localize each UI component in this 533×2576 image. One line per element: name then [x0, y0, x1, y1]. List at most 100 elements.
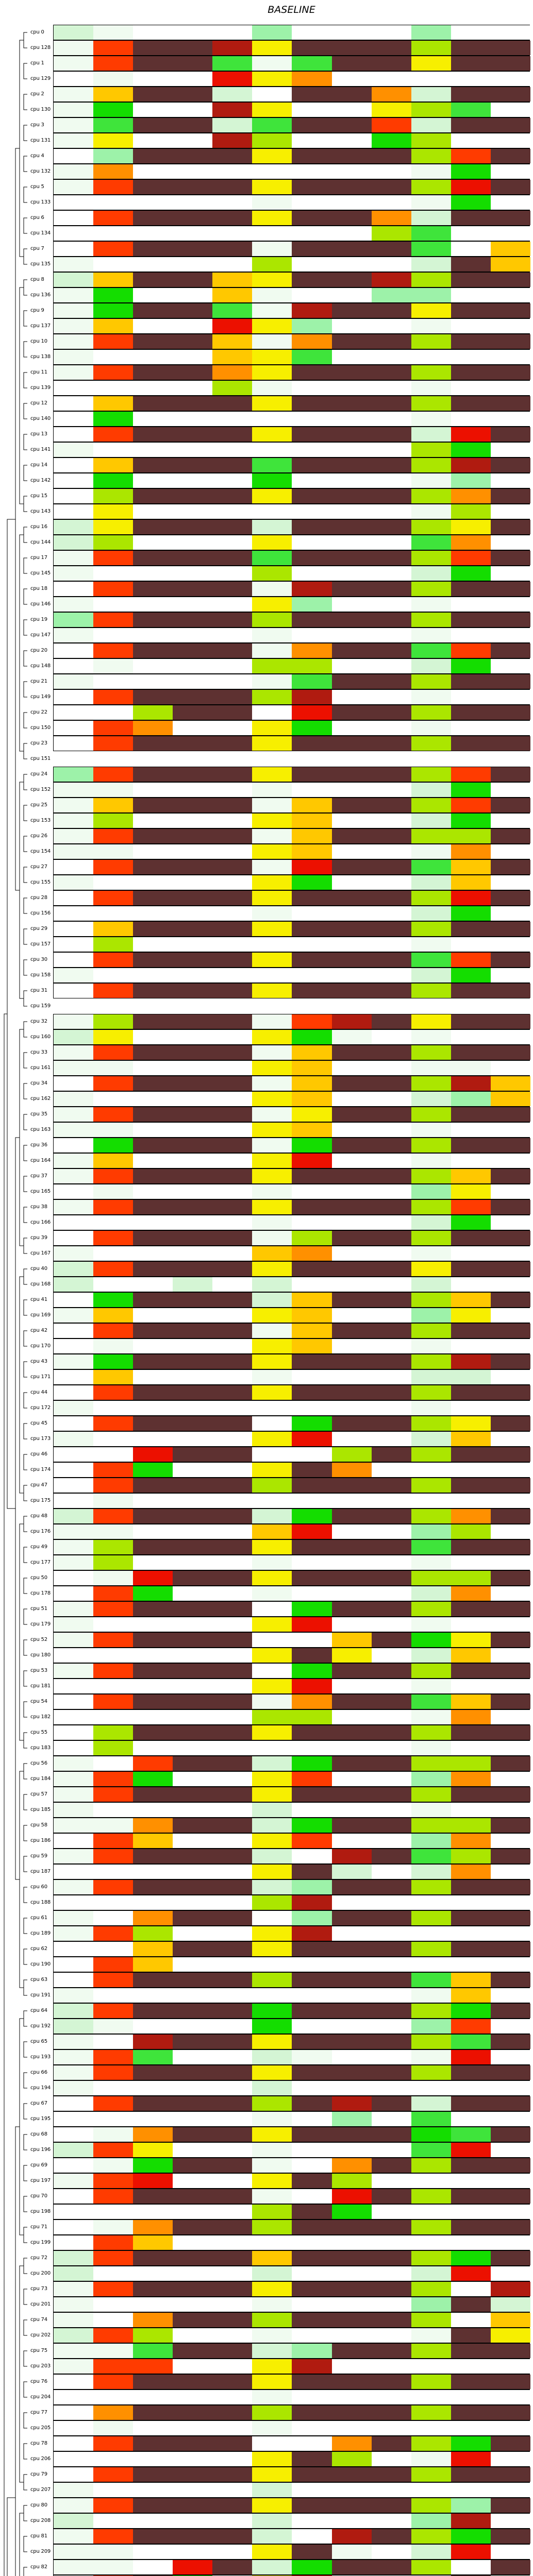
row-label: cpu 162: [30, 1096, 51, 1101]
heatmap-row: [53, 1617, 530, 1632]
heatmap-cell: [173, 211, 213, 225]
heatmap-row: [53, 1570, 530, 1586]
heatmap-cell: [133, 1076, 173, 1091]
heatmap-cell: [54, 582, 94, 596]
row-label: cpu 38: [30, 1204, 47, 1210]
heatmap-cell: [331, 1571, 372, 1585]
heatmap-cell: [93, 1045, 134, 1060]
heatmap-cell: [93, 211, 134, 225]
heatmap-cell: [411, 1169, 451, 1183]
heatmap-cell: [331, 1648, 372, 1663]
heatmap-cell: [252, 1524, 292, 1539]
heatmap-cell: [173, 643, 213, 658]
heatmap-cell: [371, 25, 411, 40]
heatmap-cell: [133, 1169, 173, 1183]
heatmap-cell: [331, 365, 372, 380]
heatmap-cell: [93, 953, 134, 967]
heatmap-cell: [292, 1895, 332, 1910]
heatmap-cell: [133, 922, 173, 936]
heatmap-cell: [133, 381, 173, 395]
heatmap-cell: [331, 2158, 372, 2173]
heatmap-cell: [54, 690, 94, 704]
row-label: cpu 128: [30, 45, 51, 50]
heatmap-cell: [212, 242, 253, 256]
heatmap-cell: [292, 1401, 332, 1415]
heatmap-cell: [451, 303, 491, 318]
heatmap-cell: [54, 2004, 94, 2018]
heatmap-cell: [292, 1123, 332, 1137]
heatmap-cell: [371, 1694, 411, 1709]
heatmap-cell: [411, 674, 451, 689]
heatmap-row: [53, 1663, 530, 1679]
heatmap-cell: [54, 643, 94, 658]
heatmap-cell: [173, 1973, 213, 1987]
heatmap-cell: [93, 2220, 134, 2234]
heatmap-cell: [451, 798, 491, 812]
heatmap-cell: [371, 133, 411, 148]
heatmap-cell: [292, 443, 332, 457]
heatmap-cell: [173, 25, 213, 40]
heatmap-cell: [411, 25, 451, 40]
heatmap-row: [53, 318, 530, 334]
heatmap-cell: [212, 1293, 253, 1307]
heatmap-row: [53, 2343, 530, 2359]
heatmap-cell: [212, 1076, 253, 1091]
heatmap-cell: [451, 1725, 491, 1740]
heatmap-cell: [252, 1200, 292, 1214]
row-label: cpu 41: [30, 1297, 47, 1302]
heatmap-cell: [93, 242, 134, 256]
heatmap-cell: [252, 1030, 292, 1044]
heatmap-row: [53, 1802, 530, 1818]
heatmap-cell: [331, 2529, 372, 2544]
heatmap-cell: [331, 350, 372, 364]
heatmap-cell: [212, 303, 253, 318]
heatmap-cell: [451, 149, 491, 163]
heatmap-cell: [371, 690, 411, 704]
heatmap-cell: [93, 1215, 134, 1230]
heatmap-row: [53, 1076, 530, 1091]
heatmap-cell: [490, 443, 530, 457]
heatmap-cell: [212, 2143, 253, 2157]
heatmap-cell: [411, 2421, 451, 2435]
heatmap-cell: [411, 1555, 451, 1570]
heatmap-cell: [212, 1061, 253, 1075]
row-label: cpu 1: [30, 60, 44, 66]
heatmap-cell: [411, 1540, 451, 1554]
heatmap-cell: [292, 1756, 332, 1771]
row-label: cpu 170: [30, 1343, 51, 1349]
heatmap-cell: [292, 582, 332, 596]
heatmap-cell: [490, 365, 530, 380]
row-label: cpu 166: [30, 1219, 51, 1225]
heatmap-cell: [292, 705, 332, 720]
heatmap-cell: [54, 659, 94, 673]
heatmap-cell: [490, 1432, 530, 1446]
heatmap-cell: [292, 87, 332, 101]
heatmap-cell: [212, 1694, 253, 1709]
heatmap-cell: [411, 1339, 451, 1353]
heatmap-cell: [212, 365, 253, 380]
heatmap-cell: [451, 56, 491, 71]
heatmap-cell: [133, 365, 173, 380]
heatmap-row: [53, 1230, 530, 1246]
heatmap-cell: [371, 2205, 411, 2219]
heatmap-cell: [212, 1555, 253, 1570]
heatmap-cell: [173, 87, 213, 101]
heatmap-cell: [331, 1818, 372, 1833]
heatmap-cell: [54, 427, 94, 442]
heatmap-cell: [331, 1540, 372, 1554]
heatmap-cell: [490, 1215, 530, 1230]
heatmap-cell: [93, 2189, 134, 2204]
heatmap-cell: [172, 751, 212, 767]
heatmap-cell: [54, 1293, 94, 1307]
heatmap-cell: [173, 2096, 213, 2111]
heatmap-cell: [371, 582, 411, 596]
heatmap-cell: [411, 1370, 451, 1384]
heatmap-cell: [331, 1324, 372, 1338]
heatmap-cell: [212, 1014, 253, 1029]
heatmap-cell: [252, 520, 292, 534]
heatmap-cell: [133, 1694, 173, 1709]
row-label: cpu 198: [30, 2209, 51, 2214]
heatmap-cell: [252, 736, 292, 751]
heatmap-cell: [173, 303, 213, 318]
heatmap-cell: [252, 1385, 292, 1400]
